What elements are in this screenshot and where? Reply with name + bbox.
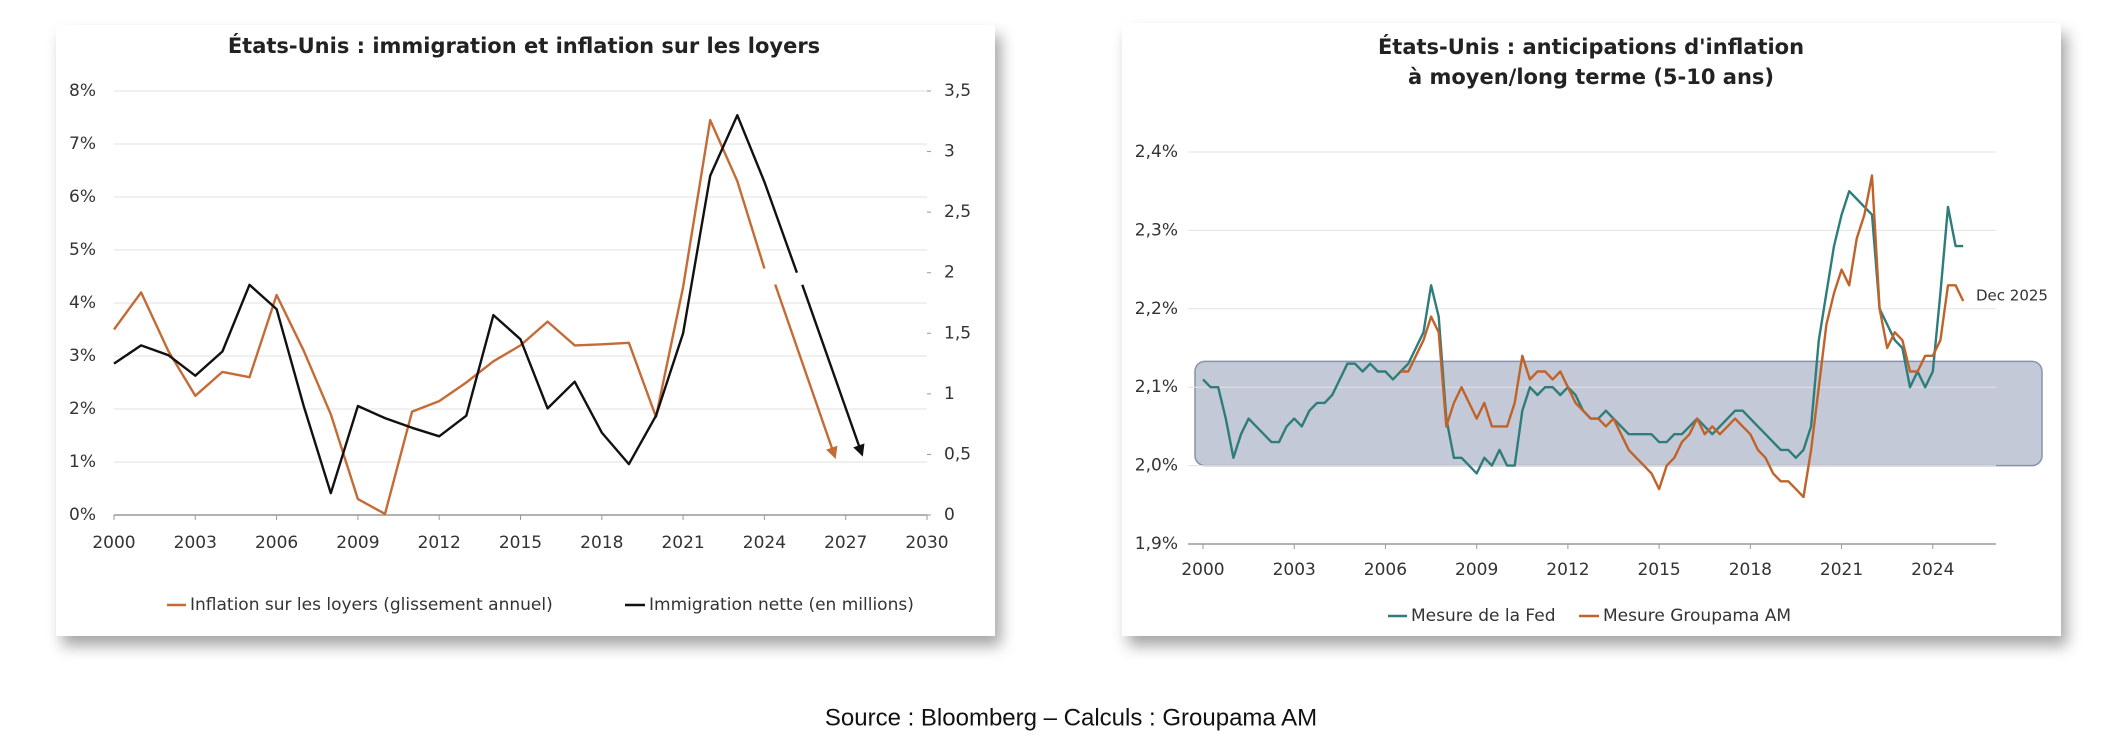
x-tick-label: 2006	[1364, 560, 1407, 580]
x-tick-label: 2012	[418, 533, 461, 553]
y2-tick-label: 1	[944, 384, 955, 404]
card	[1122, 23, 2061, 636]
x-tick-label: 2015	[1637, 560, 1680, 580]
y-tick-label: 1,9%	[1135, 534, 1178, 554]
y-tick-label: 1%	[69, 452, 96, 472]
y2-tick-label: 3	[944, 142, 955, 162]
y-tick-label: 7%	[69, 134, 96, 154]
y-tick-label: 2,0%	[1135, 456, 1178, 476]
y2-tick-label: 3,5	[944, 81, 971, 101]
series-line	[113, 114, 862, 495]
x-tick-label: 2018	[1729, 560, 1772, 580]
y-tick-label: 5%	[69, 240, 96, 260]
x-tick-label: 2027	[824, 533, 867, 553]
x-tick-label: 2021	[661, 533, 704, 553]
y-tick-label: 2%	[69, 399, 96, 419]
y-tick-label: 2,2%	[1135, 299, 1178, 319]
annotation: Dec 2025	[1976, 287, 2048, 305]
y2-tick-label: 0,5	[944, 444, 971, 464]
y2-tick-label: 2	[944, 263, 955, 283]
legend-label: Mesure de la Fed	[1411, 606, 1556, 626]
y-tick-label: 8%	[69, 81, 96, 101]
x-tick-label: 2003	[1273, 560, 1316, 580]
x-tick-label: 2009	[1455, 560, 1498, 580]
legend-label: Inflation sur les loyers (glissement ann…	[190, 595, 553, 615]
card	[56, 25, 995, 636]
legend-label: Mesure Groupama AM	[1603, 606, 1791, 626]
y-tick-label: 6%	[69, 187, 96, 207]
y2-tick-label: 0	[944, 505, 955, 525]
series-line	[1400, 174, 1965, 499]
x-tick-label: 2006	[255, 533, 298, 553]
y2-tick-label: 2,5	[944, 202, 971, 222]
y-tick-label: 2,4%	[1135, 142, 1178, 162]
legend-label: Immigration nette (en millions)	[649, 595, 914, 615]
y-tick-label: 0%	[69, 505, 96, 525]
source: Source : Bloomberg – Calculs : Groupama …	[825, 704, 1317, 731]
x-tick-label: 2000	[1181, 560, 1224, 580]
x-tick-label: 2030	[905, 533, 948, 553]
y-tick-label: 3%	[69, 346, 96, 366]
x-tick-label: 2024	[743, 533, 786, 553]
x-tick-label: 2003	[174, 533, 217, 553]
x-tick-label: 2021	[1820, 560, 1863, 580]
x-tick-label: 2018	[580, 533, 623, 553]
series-line	[113, 118, 835, 516]
x-tick-label: 2015	[499, 533, 542, 553]
y2-tick-label: 1,5	[944, 323, 971, 343]
y-tick-label: 4%	[69, 293, 96, 313]
x-tick-label: 2012	[1546, 560, 1589, 580]
x-tick-label: 2009	[336, 533, 379, 553]
x-tick-label: 2024	[1911, 560, 1954, 580]
x-tick-label: 2000	[92, 533, 135, 553]
chart-title: États-Unis : immigration et inflation su…	[228, 33, 820, 58]
y-tick-label: 2,1%	[1135, 377, 1178, 397]
chart-title: États-Unis : anticipations d'inflation	[1378, 34, 1804, 59]
y-tick-label: 2,3%	[1135, 220, 1178, 240]
chart-subtitle: à moyen/long terme (5-10 ans)	[1408, 65, 1774, 89]
